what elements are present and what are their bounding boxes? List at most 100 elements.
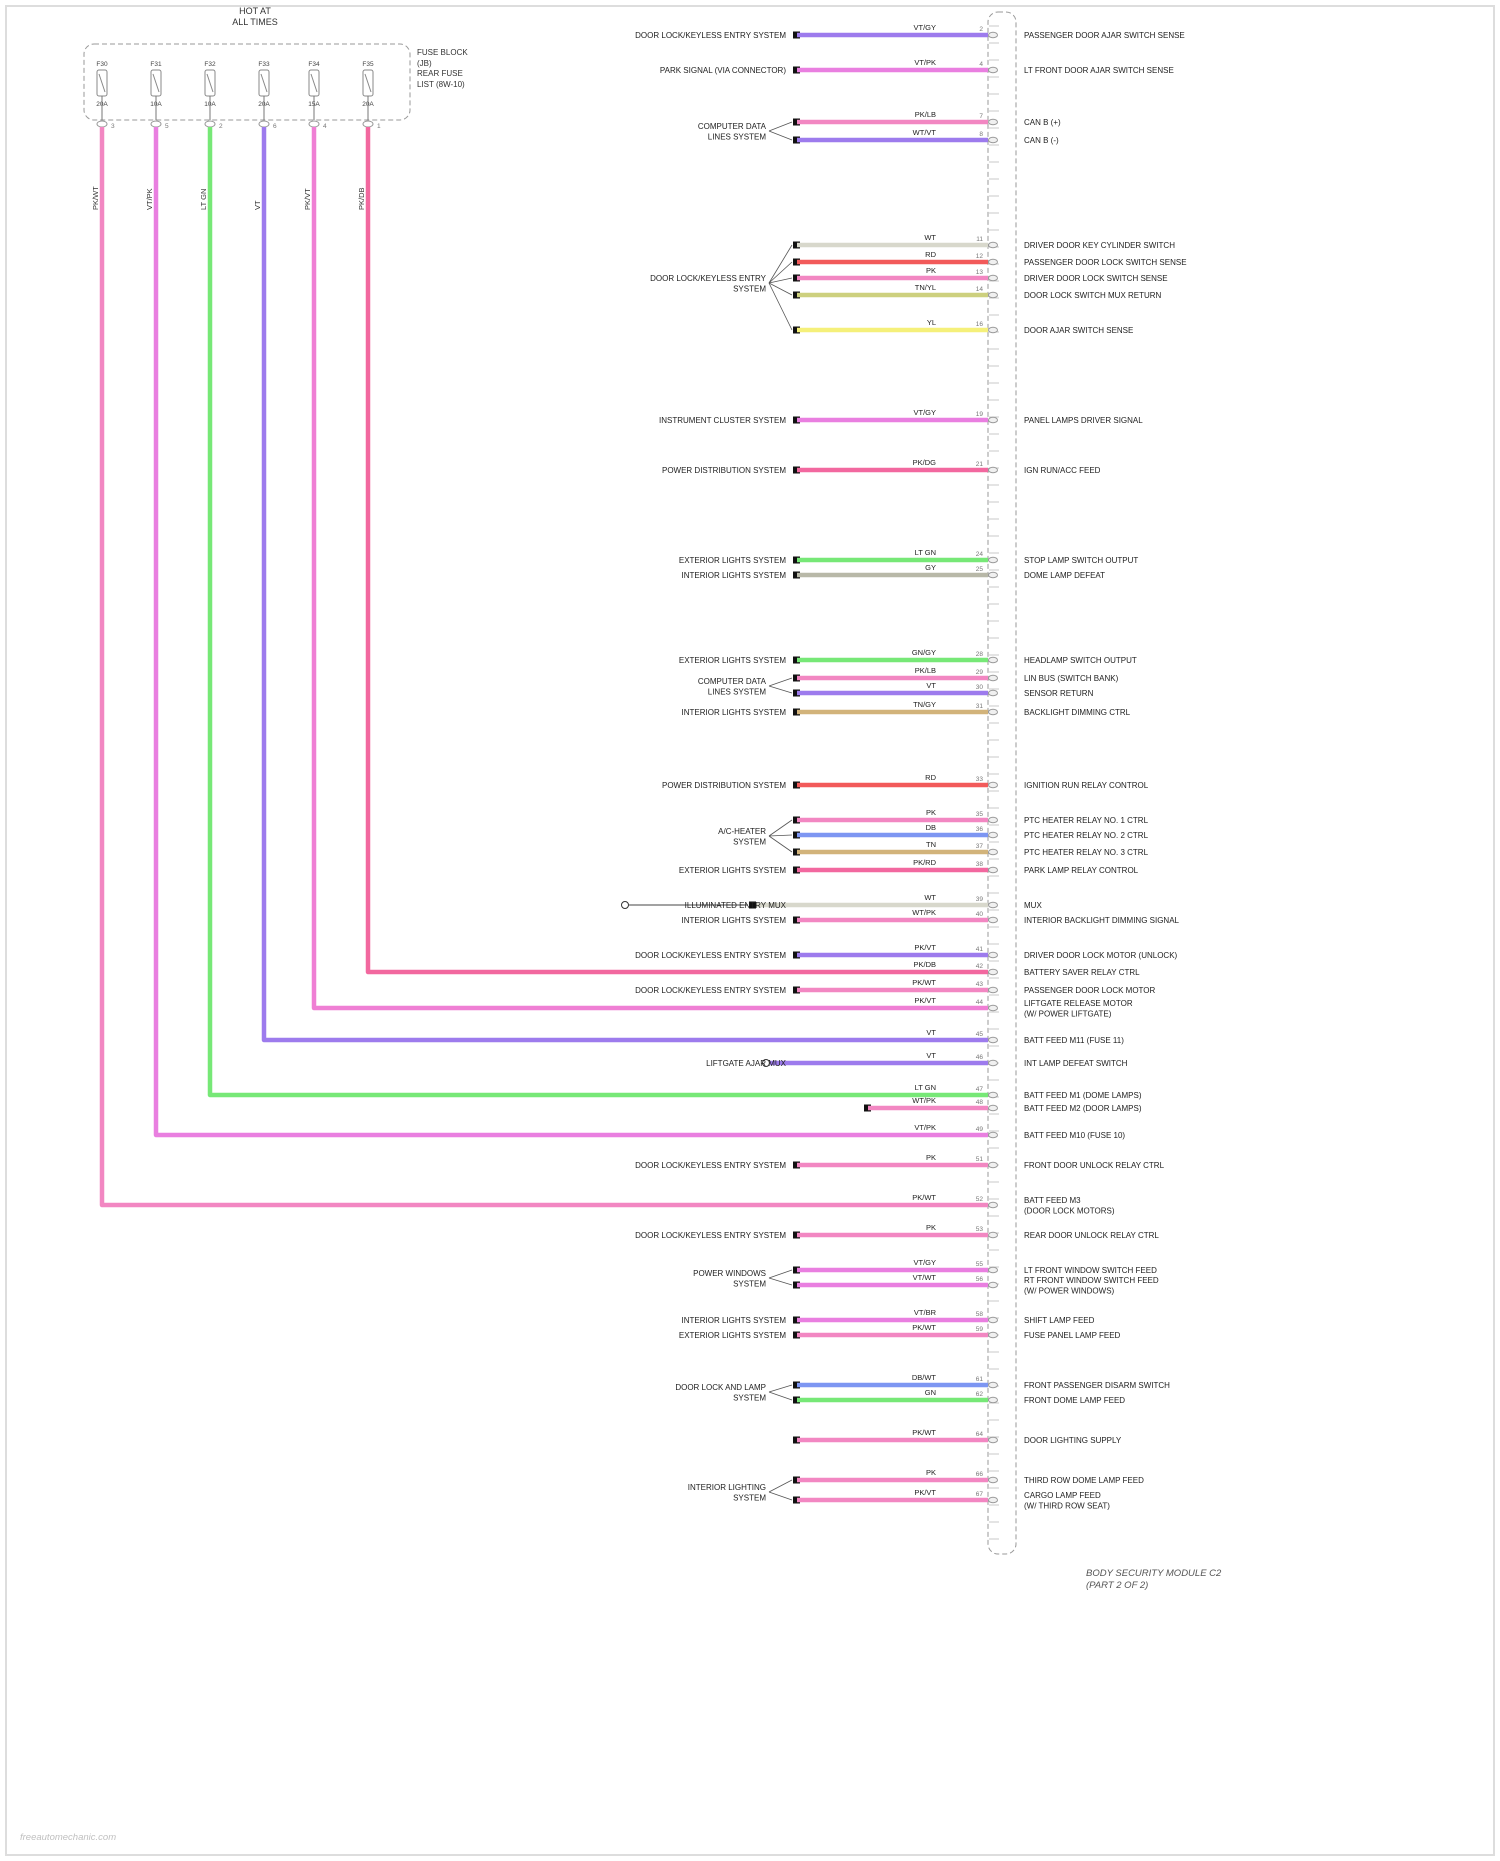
fan-line <box>768 244 793 284</box>
connector-pin <box>988 1161 998 1169</box>
fuse-name: F34 <box>308 61 320 68</box>
splice-dot <box>793 571 800 579</box>
connector-pin <box>988 136 998 144</box>
connector-pin <box>988 1266 998 1274</box>
fuse-pin-number: 2 <box>219 123 223 130</box>
wire-code-label: VT <box>926 1028 936 1037</box>
fuse-pin-number: 3 <box>111 123 115 130</box>
pin-number: 24 <box>976 551 984 558</box>
connector-pin <box>988 916 998 924</box>
fuse-block-side-label: FUSE BLOCK (JB) REAR FUSE LIST (8W-10) <box>417 48 468 90</box>
right-label: (W/ POWER LIFTGATE) <box>1024 1009 1112 1018</box>
connector-pin <box>988 1396 998 1404</box>
connector-pin <box>988 1036 998 1044</box>
trunk-wire <box>207 127 988 1098</box>
right-label: BATTERY SAVER RELAY CTRL <box>1024 968 1140 977</box>
pin-number: 67 <box>976 1491 984 1498</box>
pin-number: 55 <box>976 1261 984 1268</box>
left-group-label: SYSTEM <box>733 1393 766 1402</box>
wire-code-label: PK/RD <box>913 858 937 867</box>
right-label: LT FRONT WINDOW SWITCH FEED <box>1024 1266 1157 1275</box>
pin-number: 49 <box>976 1126 984 1133</box>
right-label: DOOR LIGHTING SUPPLY <box>1024 1436 1122 1445</box>
fuse-block-pin <box>150 120 162 128</box>
splice-dot <box>793 136 800 144</box>
pin-number: 62 <box>976 1391 984 1398</box>
splice-dot <box>793 848 800 856</box>
fuse-element <box>260 73 268 93</box>
trunk-wire-code: PK/DB <box>357 187 366 210</box>
trunk-wire-code: VT <box>253 200 262 210</box>
right-label: CAN B (+) <box>1024 118 1061 127</box>
fan-line <box>768 685 793 694</box>
trunk-wire <box>365 127 988 975</box>
fuse-pin-number: 4 <box>323 123 327 130</box>
right-label: HEADLAMP SWITCH OUTPUT <box>1024 656 1137 665</box>
fan-line <box>768 121 793 132</box>
fuse-name: F30 <box>96 61 108 68</box>
fan-line <box>768 261 793 284</box>
module-label-line1: BODY SECURITY MODULE C2 <box>1086 1568 1222 1579</box>
wire-code-label: TN/GY <box>913 700 936 709</box>
left-label: INTERIOR LIGHTS SYSTEM <box>682 1316 787 1325</box>
splice-dot <box>793 1281 800 1289</box>
connector-pin <box>988 274 998 282</box>
pin-number: 13 <box>976 269 984 276</box>
right-label: PARK LAMP RELAY CONTROL <box>1024 866 1139 875</box>
wire-code-label: WT <box>924 233 936 242</box>
splice-dot <box>793 781 800 789</box>
wire-code-label: LT GN <box>915 548 936 557</box>
fan-line <box>768 277 793 284</box>
connector-pin <box>988 66 998 74</box>
right-label: (W/ THIRD ROW SEAT) <box>1024 1501 1110 1510</box>
fuse-pin-number: 5 <box>165 123 169 130</box>
splice-dot <box>793 1496 800 1504</box>
left-label: INTERIOR LIGHTS SYSTEM <box>682 571 787 580</box>
wire-code-label: VT/GY <box>913 408 936 417</box>
pin-number: 42 <box>976 963 984 970</box>
right-label: BATT FEED M2 (DOOR LAMPS) <box>1024 1104 1142 1113</box>
wire-code-label: VT/GY <box>913 1258 936 1267</box>
pin-number: 37 <box>976 843 984 850</box>
right-label: FRONT DOOR UNLOCK RELAY CTRL <box>1024 1161 1165 1170</box>
fan-line <box>768 1269 793 1279</box>
connector-pin <box>988 951 998 959</box>
splice-dot <box>793 708 800 716</box>
wire-code-label: WT/VT <box>913 128 937 137</box>
fuse-block-title: HOT AT ALL TIMES <box>180 6 330 28</box>
fan-line <box>768 819 793 837</box>
left-group-label: INTERIOR LIGHTING <box>688 1483 766 1492</box>
wire-code-label: DB <box>926 823 936 832</box>
watermark: freeautomechanic.com <box>20 1832 117 1843</box>
right-label: PASSENGER DOOR LOCK SWITCH SENSE <box>1024 258 1187 267</box>
pin-number: 48 <box>976 1099 984 1106</box>
right-label: PTC HEATER RELAY NO. 3 CTRL <box>1024 848 1149 857</box>
connector-pin <box>988 31 998 39</box>
right-label: INT LAMP DEFEAT SWITCH <box>1024 1059 1128 1068</box>
fuse-side-line1: FUSE BLOCK <box>417 48 468 57</box>
connector-pin <box>988 291 998 299</box>
pin-number: 31 <box>976 703 984 710</box>
wire-code-label: VT/PK <box>914 58 936 67</box>
wire-code-label: GN <box>925 1388 936 1397</box>
wire-code-label: VT/GY <box>913 23 936 32</box>
connector-pin <box>988 848 998 856</box>
pin-number: 4 <box>979 61 983 68</box>
wire-code-label: PK <box>926 1153 936 1162</box>
right-label: CAN B (-) <box>1024 136 1059 145</box>
pin-number: 53 <box>976 1226 984 1233</box>
fuse-pin-number: 1 <box>377 123 381 130</box>
left-label: DOOR LOCK/KEYLESS ENTRY SYSTEM <box>635 986 786 995</box>
trunk-wire <box>99 127 988 1208</box>
pin-number: 39 <box>976 896 984 903</box>
right-label: DOME LAMP DEFEAT <box>1024 571 1105 580</box>
pin-number: 61 <box>976 1376 984 1383</box>
fuse-block-pin <box>362 120 374 128</box>
fan-line <box>768 282 793 296</box>
connector-pin <box>988 1476 998 1484</box>
splice-dot <box>793 951 800 959</box>
left-label: EXTERIOR LIGHTS SYSTEM <box>679 1331 786 1340</box>
pin-number: 47 <box>976 1086 984 1093</box>
right-label: REAR DOOR UNLOCK RELAY CTRL <box>1024 1231 1159 1240</box>
left-label: INTERIOR LIGHTS SYSTEM <box>682 916 787 925</box>
